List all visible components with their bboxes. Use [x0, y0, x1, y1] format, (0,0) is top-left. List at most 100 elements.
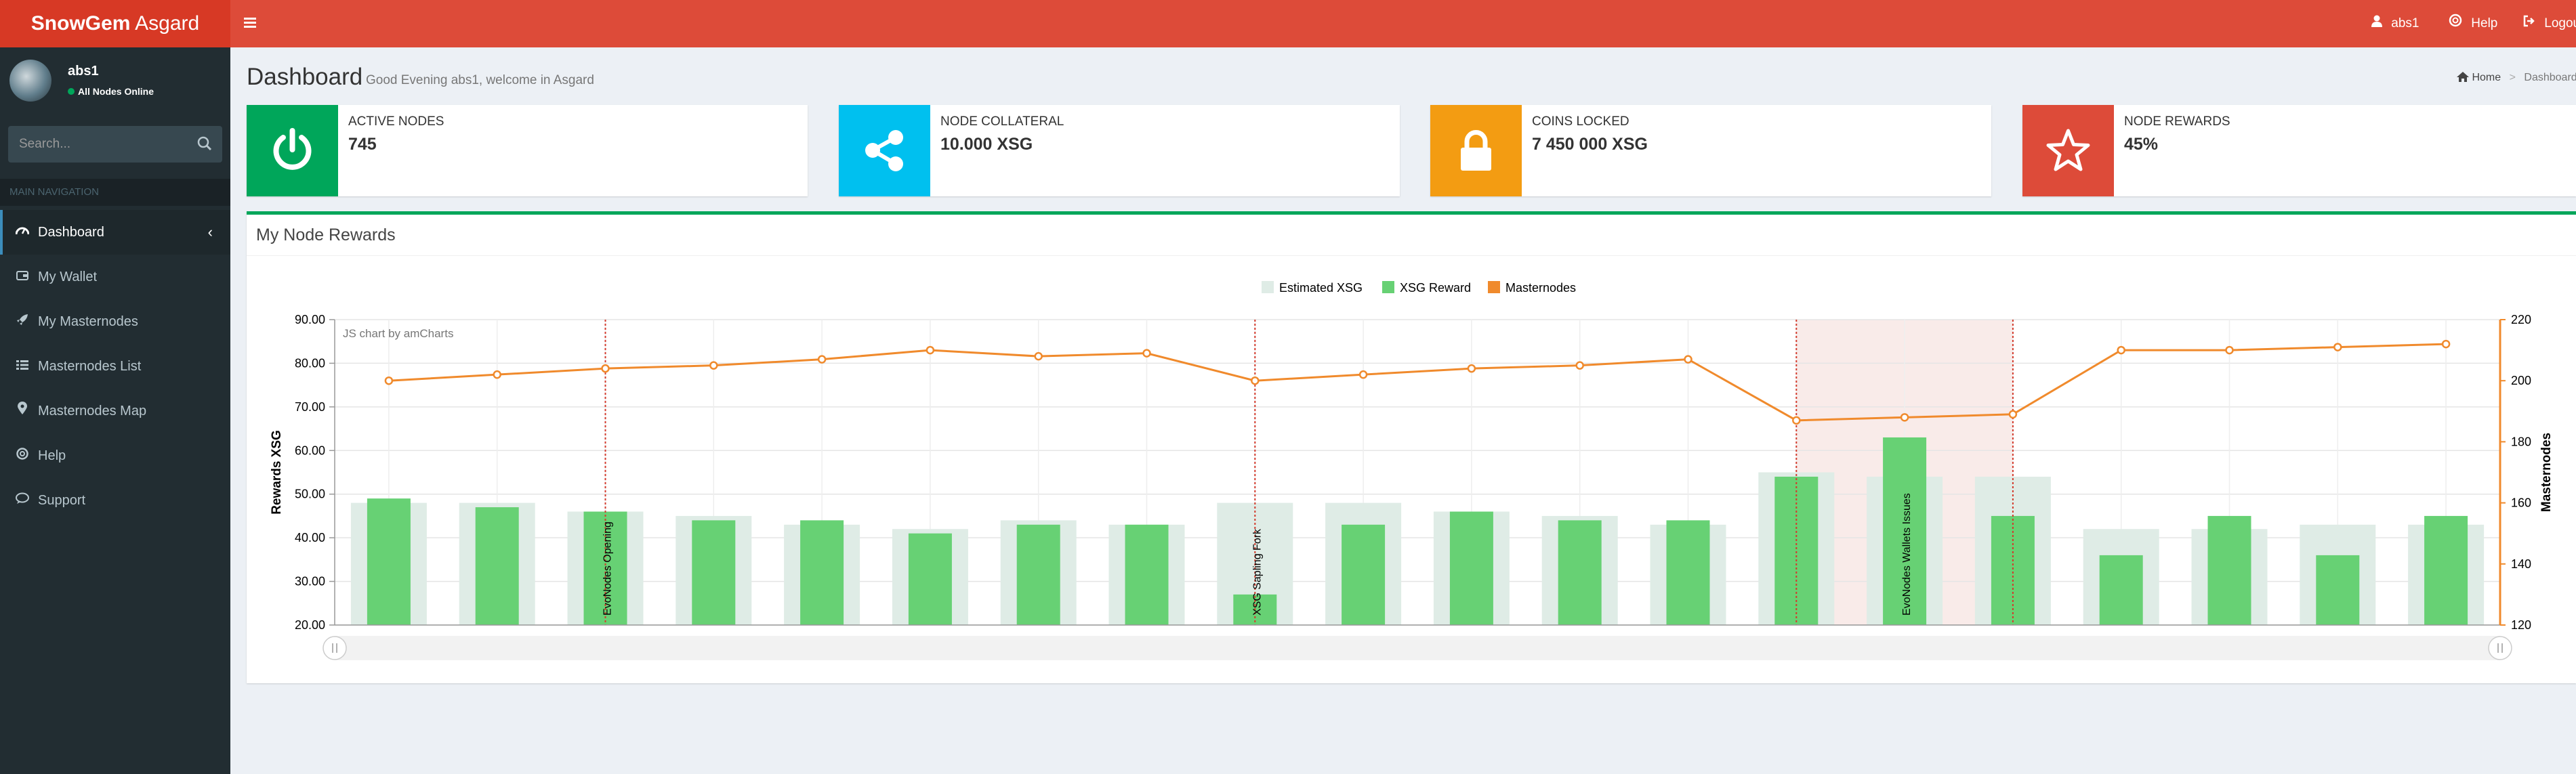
bar-xsg-reward: [367, 498, 411, 625]
search-icon[interactable]: [196, 135, 214, 153]
point-masternodes: [926, 345, 935, 355]
legend-swatch: [1488, 281, 1500, 293]
point-masternodes: [2225, 345, 2234, 355]
info-box-coins-locked: COINS LOCKED 7 450 000 XSG: [1430, 105, 1991, 196]
point-masternodes: [2117, 345, 2125, 355]
point-masternodes: [709, 361, 718, 370]
sidebar-item-help[interactable]: Help: [0, 433, 230, 478]
y2-tick-label: 120: [2511, 618, 2531, 632]
sidebar-item-my-masternodes[interactable]: My Masternodes: [0, 299, 230, 344]
node-rewards-chart: JS chart by amCharts EvoNodes Opening XSG …: [270, 281, 2554, 660]
legend-item: XSG Reward: [1400, 281, 1471, 295]
y2-tick-label: 180: [2511, 435, 2531, 448]
legend-item: Masternodes: [1505, 281, 1576, 295]
point-masternodes: [1358, 370, 1368, 379]
info-box-label: NODE REWARDS: [2124, 114, 2230, 129]
info-box-node-rewards: NODE REWARDS 45%: [2022, 105, 2576, 196]
sidebar: MAIN NAVIGATION: [0, 47, 230, 774]
point-masternodes: [2333, 343, 2342, 351]
breadcrumb-separator: >: [2509, 72, 2516, 83]
legend-swatch: [1262, 281, 1274, 293]
breadcrumb: Home > Dashboard: [2457, 72, 2576, 84]
bar-xsg-reward: [1666, 520, 1710, 625]
bar-xsg-reward: [2099, 555, 2143, 625]
point-masternodes: [1467, 364, 1476, 373]
chevron-left-icon: ‹: [207, 223, 213, 240]
sidebar-toggle-icon[interactable]: [243, 14, 263, 34]
scrollbar-grip-handle[interactable]: [323, 636, 347, 660]
point-masternodes: [1684, 355, 1692, 364]
bar-xsg-reward: [1342, 524, 1386, 625]
y-tick-label: 40.00: [295, 531, 325, 544]
topnav-logout[interactable]: Logout: [2523, 0, 2576, 47]
node-rewards-panel: My Node Rewards JS chart by amCharts EvoN…: [247, 211, 2576, 683]
point-masternodes: [1792, 416, 1801, 425]
info-box-label: COINS LOCKED: [1532, 114, 1629, 129]
info-box-value: 745: [348, 135, 377, 154]
series-line-masternodes: [388, 343, 2447, 422]
y-axis-label: Rewards XSG: [270, 430, 284, 515]
page-title: Dashboard: [247, 64, 363, 90]
top-navbar: SnowGem Asgard abs1 Help Logout: [0, 0, 2576, 47]
user-status: All Nodes Online: [68, 86, 154, 97]
y2-tick-label: 220: [2511, 313, 2531, 326]
bar-xsg-reward: [2207, 515, 2251, 625]
y-tick-label: 60.00: [295, 444, 325, 457]
y2-tick-label: 200: [2511, 374, 2531, 387]
sidebar-item-support[interactable]: Support: [0, 478, 230, 523]
point-masternodes: [601, 364, 610, 373]
star-icon: [2022, 105, 2114, 196]
home-icon: [2457, 72, 2469, 82]
info-box-label: NODE COLLATERAL: [940, 114, 1064, 129]
rocket-icon: [14, 299, 31, 344]
y-tick-label: 90.00: [295, 313, 325, 326]
topnav-user[interactable]: abs1: [2371, 0, 2419, 47]
info-box-value: 45%: [2124, 135, 2159, 154]
bar-xsg-reward: [908, 533, 952, 625]
online-dot-icon: [68, 88, 75, 95]
user-name: abs1: [68, 64, 99, 79]
y2-axis-label: Masternodes: [2539, 433, 2554, 512]
page-subtitle: Good Evening abs1, welcome in Asgard: [366, 73, 594, 87]
bar-xsg-reward: [692, 520, 736, 625]
list-icon: [14, 344, 31, 389]
sign-out-icon: [2523, 15, 2539, 30]
y2-tick-label: 160: [2511, 496, 2531, 510]
bar-xsg-reward: [1558, 520, 1602, 625]
y-tick-label: 70.00: [295, 400, 325, 414]
life-ring-icon: [2449, 14, 2466, 30]
bar-xsg-reward: [1125, 524, 1169, 625]
point-masternodes: [1251, 376, 1260, 385]
scrollbar-grip-handle[interactable]: [2488, 636, 2512, 660]
topnav-help[interactable]: Help: [2449, 0, 2497, 47]
point-masternodes: [384, 376, 394, 385]
bar-xsg-reward: [1991, 515, 2035, 625]
legend-item: Estimated XSG: [1279, 281, 1363, 295]
chart-credit: JS chart by amCharts: [343, 327, 453, 340]
sidebar-item-dashboard[interactable]: Dashboard ‹: [0, 210, 230, 255]
info-box-active-nodes: ACTIVE NODES 745: [247, 105, 808, 196]
point-masternodes: [493, 370, 501, 379]
panel-title: My Node Rewards: [256, 225, 396, 244]
power-icon: [247, 105, 338, 196]
info-box-value: 10.000 XSG: [940, 135, 1033, 154]
app-logo[interactable]: SnowGem Asgard: [0, 0, 230, 47]
breadcrumb-home[interactable]: Home: [2457, 72, 2504, 83]
breadcrumb-current: Dashboard: [2524, 72, 2576, 83]
info-box-node-collateral: NODE COLLATERAL 10.000 XSG: [839, 105, 1400, 196]
guide-label: XSG Sapling Fork: [1251, 528, 1263, 616]
bar-xsg-reward: [1449, 511, 1493, 625]
search-input[interactable]: [19, 126, 188, 163]
legend-swatch: [1382, 281, 1394, 293]
panel-divider: [247, 255, 2576, 256]
share-icon: [839, 105, 930, 196]
chart-scrollbar[interactable]: [335, 636, 2500, 660]
sidebar-item-masternodes-map[interactable]: Masternodes Map: [0, 389, 230, 433]
sidebar-item-masternodes-list[interactable]: Masternodes List: [0, 344, 230, 389]
point-masternodes: [1575, 361, 1584, 370]
sidebar-item-my-wallet[interactable]: My Wallet: [0, 255, 230, 299]
map-marker-icon: [14, 389, 31, 433]
bar-xsg-reward: [2424, 515, 2468, 625]
point-masternodes: [1900, 413, 1909, 422]
bar-xsg-reward: [2316, 555, 2360, 625]
